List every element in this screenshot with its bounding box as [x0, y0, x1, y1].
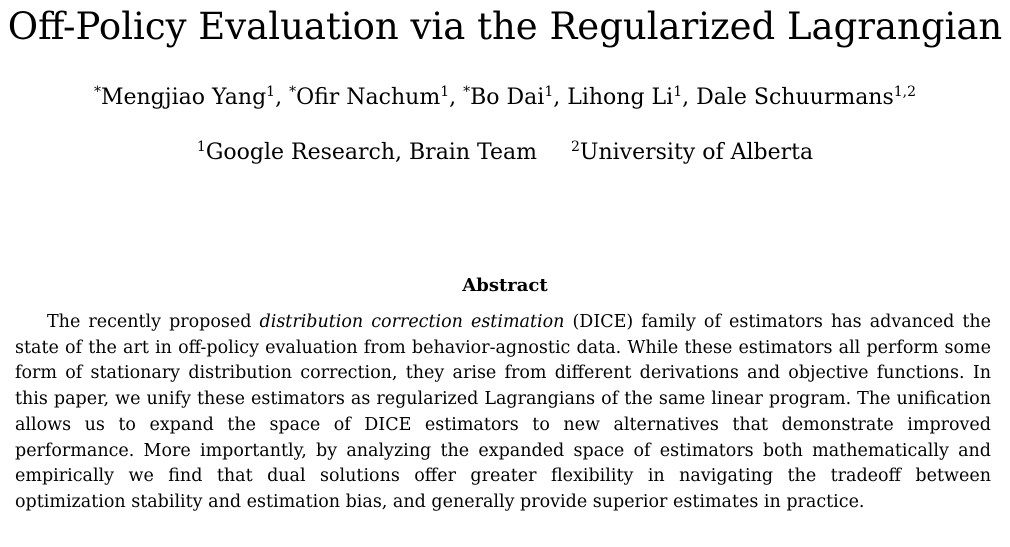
author-affil-sup: 1 — [266, 84, 276, 100]
author-separator: , — [553, 85, 568, 110]
affiliation-list: 1Google Research, Brain Team 2University … — [0, 137, 1010, 169]
author: Dale Schuurmans1,2 — [696, 85, 916, 110]
affiliation: 2University of Alberta — [571, 140, 813, 165]
author-marker: * — [463, 84, 471, 100]
author-name: Ofir Nachum — [296, 85, 441, 110]
paper-title: Off-Policy Evaluation via the Regularize… — [7, 5, 1003, 48]
author-marker: * — [289, 84, 297, 100]
author-affil-sup: 1 — [673, 84, 683, 100]
abstract-lead: The recently proposed — [47, 312, 260, 332]
affiliation-sup: 2 — [570, 139, 580, 155]
author: *Bo Dai1, — [463, 85, 567, 110]
author: *Ofir Nachum1, — [289, 85, 463, 110]
author-name: Lihong Li — [567, 85, 674, 110]
author-marker: * — [93, 84, 101, 100]
author-separator: , — [275, 85, 290, 110]
affiliation: 1Google Research, Brain Team — [197, 140, 537, 165]
abstract-emphasis: distribution correction estimation — [259, 312, 565, 332]
author: *Mengjiao Yang1, — [94, 85, 289, 110]
author-list: *Mengjiao Yang1, *Ofir Nachum1, *Bo Dai1… — [0, 82, 1010, 114]
affiliation-name: University of Alberta — [579, 140, 814, 165]
affiliation-name: Google Research, Brain Team — [205, 140, 537, 165]
author-affil-sup: 1 — [440, 84, 450, 100]
abstract-heading: Abstract — [462, 275, 548, 296]
abstract-text: (DICE) family of estimators has advanced… — [15, 312, 991, 512]
author-name: Bo Dai — [470, 85, 545, 110]
abstract-body: The recently proposed distribution corre… — [15, 310, 991, 516]
author-name: Mengjiao Yang — [100, 85, 267, 110]
author-separator: , — [449, 85, 464, 110]
affiliation-sup: 1 — [196, 139, 206, 155]
author-name: Dale Schuurmans — [696, 85, 894, 110]
author: Lihong Li1, — [567, 85, 696, 110]
author-affil-sup: 1 — [544, 84, 554, 100]
author-affil-sup: 1,2 — [893, 84, 917, 100]
author-separator: , — [682, 85, 697, 110]
